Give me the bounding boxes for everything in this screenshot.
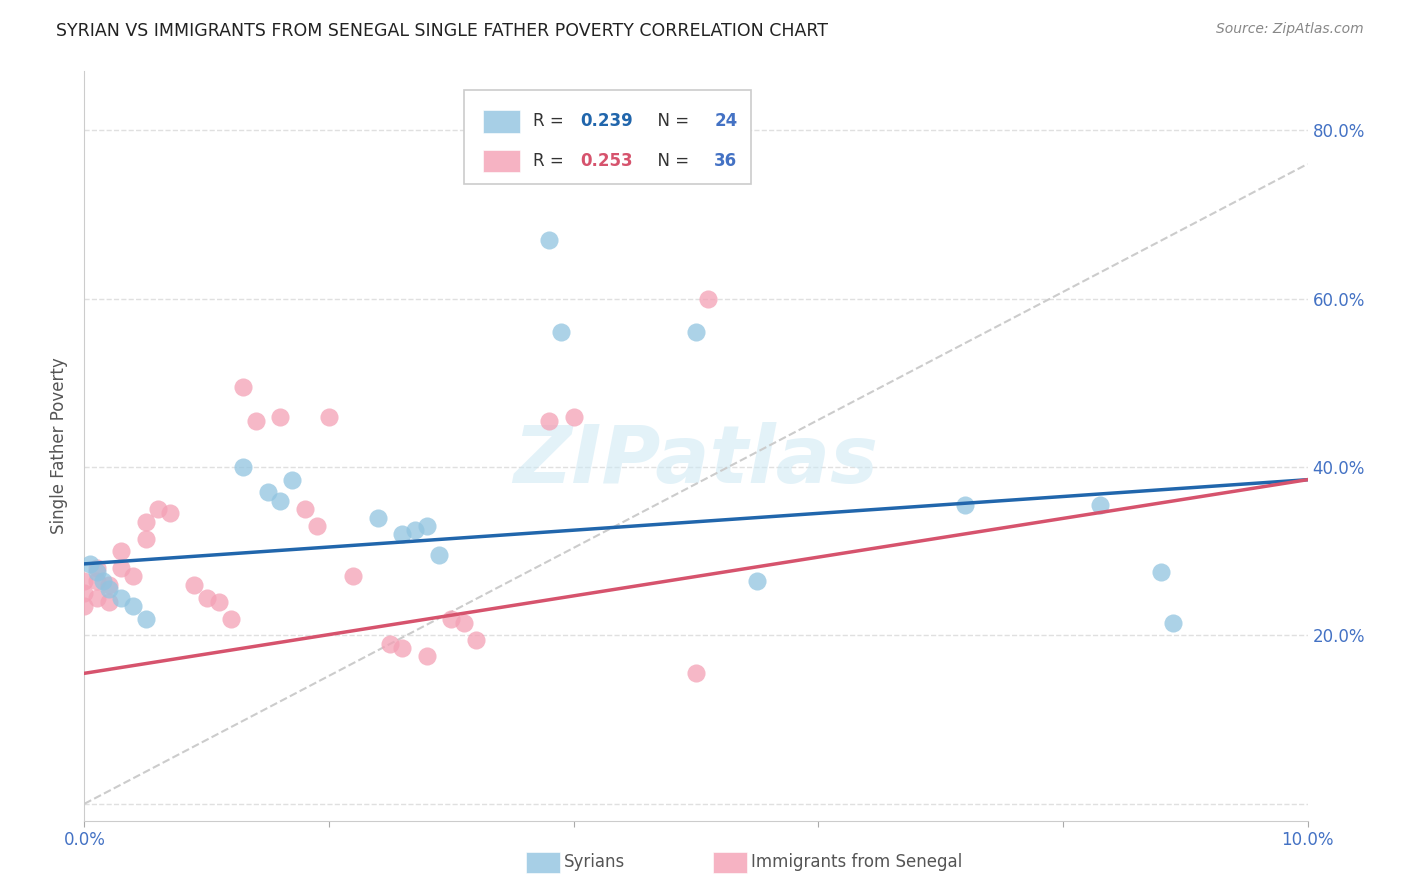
Point (685, 666, 707, 681)
Point (135, 611, 157, 625)
Point (953, 498, 976, 512)
Point (86, 574, 108, 588)
Point (110, 544, 132, 558)
Point (122, 599, 145, 613)
Text: N =: N = (647, 152, 695, 170)
Point (342, 569, 364, 583)
Point (550, 326, 572, 340)
Text: 0.253: 0.253 (579, 152, 633, 170)
Point (257, 485, 280, 500)
Point (269, 409, 291, 424)
Point (685, 326, 707, 340)
Text: R =: R = (533, 152, 569, 170)
Point (110, 561, 132, 575)
Point (208, 595, 231, 609)
Point (159, 507, 181, 521)
Point (380, 637, 402, 651)
Text: Syrians: Syrians (564, 853, 626, 871)
FancyBboxPatch shape (484, 111, 520, 133)
Point (183, 578, 205, 592)
Point (97, 595, 120, 609)
Point (416, 649, 439, 664)
Point (1088, 498, 1111, 512)
Point (219, 611, 242, 625)
Point (232, 380, 254, 394)
Point (232, 460, 254, 475)
Point (97, 582, 120, 596)
Point (318, 409, 340, 424)
Point (1161, 615, 1184, 630)
Point (73, 599, 96, 613)
Point (135, 515, 157, 529)
Point (73, 586, 96, 600)
Point (86, 566, 108, 580)
Point (416, 519, 439, 533)
Point (404, 523, 426, 537)
Point (86, 561, 108, 575)
Point (281, 473, 304, 487)
Point (97, 578, 120, 592)
Point (73, 574, 96, 588)
Point (427, 549, 450, 563)
Point (453, 615, 475, 630)
Point (538, 414, 561, 428)
FancyBboxPatch shape (464, 90, 751, 184)
Point (122, 569, 145, 583)
Point (110, 591, 132, 605)
Point (367, 510, 389, 524)
Point (747, 574, 769, 588)
Point (538, 233, 561, 247)
Text: Immigrants from Senegal: Immigrants from Senegal (751, 853, 962, 871)
Point (562, 409, 585, 424)
Point (294, 502, 316, 516)
Point (195, 591, 218, 605)
Text: N =: N = (647, 112, 695, 130)
Text: 0.239: 0.239 (579, 112, 633, 130)
Text: 24: 24 (714, 112, 738, 130)
FancyBboxPatch shape (484, 150, 520, 172)
Text: R =: R = (533, 112, 569, 130)
Point (135, 532, 157, 546)
Y-axis label: Single Father Poverty: Single Father Poverty (51, 358, 69, 534)
Point (269, 493, 291, 508)
Point (440, 611, 463, 625)
Text: Source: ZipAtlas.com: Source: ZipAtlas.com (1216, 22, 1364, 37)
Text: ZIPatlas: ZIPatlas (513, 422, 879, 500)
Point (305, 519, 328, 533)
Point (464, 632, 486, 647)
Text: 36: 36 (714, 152, 737, 170)
Point (79, 557, 101, 571)
Point (245, 414, 267, 428)
Point (391, 641, 413, 656)
Point (1150, 566, 1173, 580)
Point (146, 502, 169, 516)
Point (391, 527, 413, 541)
Point (91, 574, 114, 588)
Point (697, 292, 720, 306)
Text: SYRIAN VS IMMIGRANTS FROM SENEGAL SINGLE FATHER POVERTY CORRELATION CHART: SYRIAN VS IMMIGRANTS FROM SENEGAL SINGLE… (56, 22, 828, 40)
Point (86, 591, 108, 605)
